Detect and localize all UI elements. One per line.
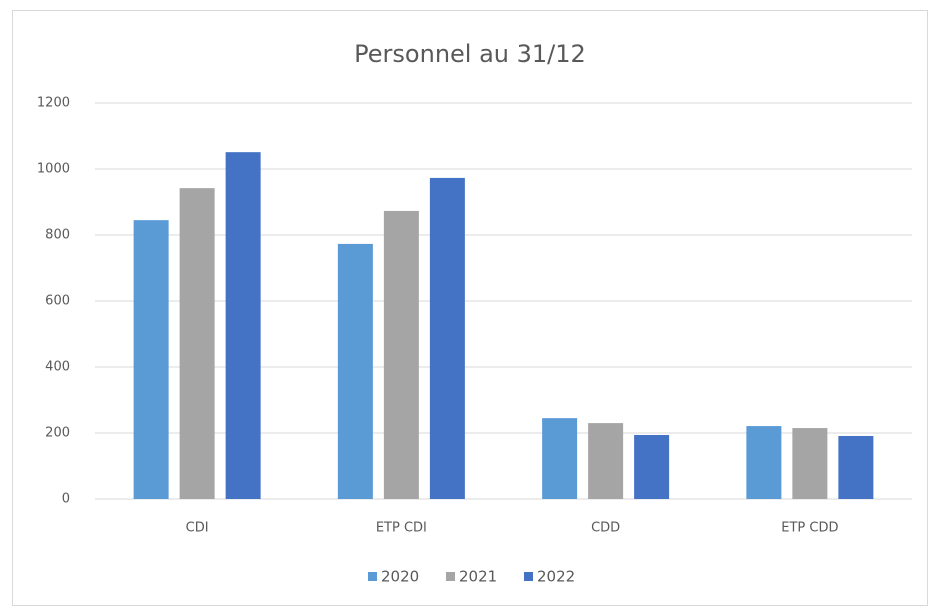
legend-swatch (524, 572, 533, 581)
bar (429, 177, 465, 499)
y-tick-label: 800 (45, 228, 70, 243)
y-tick-label: 1200 (37, 96, 70, 111)
legend-swatch (446, 572, 455, 581)
x-tick-label: ETP CDI (376, 521, 427, 536)
bar (746, 426, 782, 499)
y-tick-label: 600 (45, 294, 70, 309)
bar (838, 435, 874, 499)
y-tick-label: 400 (45, 360, 70, 375)
y-tick-label: 200 (45, 426, 70, 441)
bar (634, 434, 670, 499)
bar (225, 152, 261, 500)
bar (542, 418, 578, 499)
x-tick-label: CDI (186, 521, 209, 536)
y-tick-label: 0 (62, 492, 70, 507)
legend-swatch (368, 572, 377, 581)
bar (179, 188, 215, 499)
y-tick-label: 1000 (37, 162, 70, 177)
x-tick-label: ETP CDD (781, 521, 838, 536)
bar (792, 428, 828, 499)
x-tick-label: CDD (591, 521, 620, 536)
legend-label: 2020 (381, 568, 419, 586)
bar (383, 210, 419, 499)
bar (133, 220, 169, 499)
legend-label: 2021 (459, 568, 497, 586)
chart-title: Personnel au 31/12 (354, 40, 586, 68)
bar (588, 423, 624, 499)
legend-label: 2022 (537, 568, 575, 586)
bar (337, 243, 373, 499)
